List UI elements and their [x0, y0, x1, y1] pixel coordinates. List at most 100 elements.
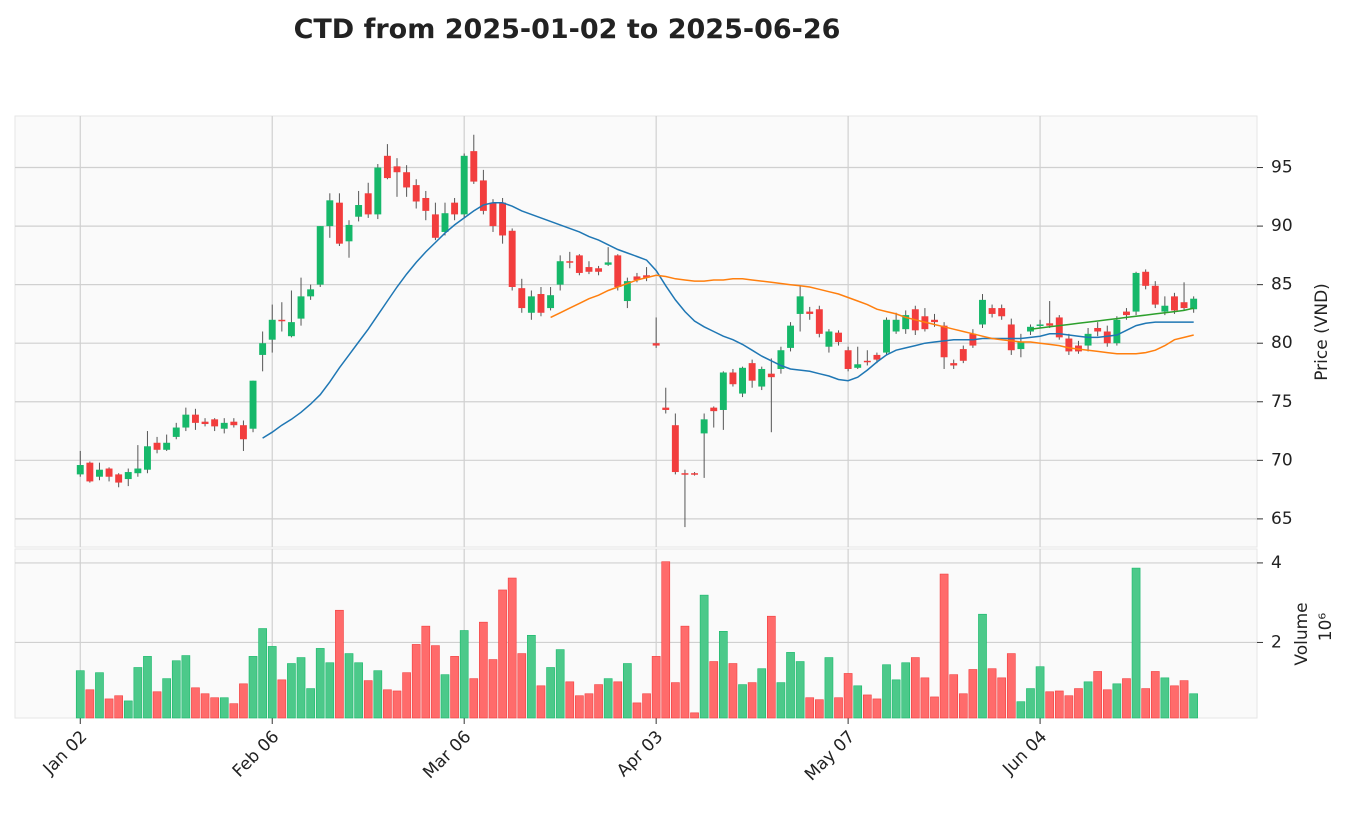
volume-bar — [565, 681, 575, 719]
candle-body — [86, 462, 94, 482]
candle-body — [172, 427, 180, 437]
volume-bar — [498, 589, 507, 719]
volume-bar — [335, 609, 344, 719]
candle-body — [134, 468, 142, 474]
candle-body — [1094, 327, 1102, 332]
volume-bar — [767, 615, 776, 719]
volume-bar — [488, 659, 498, 719]
candle-body — [105, 468, 113, 477]
volume-bar — [181, 655, 191, 719]
volume-bar — [930, 696, 939, 719]
volume-bar — [373, 670, 383, 719]
volume-bar — [479, 621, 488, 719]
volume-bar — [200, 693, 210, 719]
volume-bar — [75, 670, 85, 719]
volume-bar — [1189, 693, 1198, 719]
candle-body — [259, 343, 267, 355]
candle-body — [892, 319, 900, 332]
candle-body — [988, 308, 996, 314]
candle-body — [585, 267, 593, 272]
candle-body — [422, 197, 430, 211]
volume-bar — [632, 702, 642, 719]
candle-body — [1132, 272, 1140, 312]
volume-bar — [699, 594, 709, 719]
candle-body — [249, 380, 257, 429]
ma-line — [550, 274, 1194, 355]
volume-bar — [834, 697, 843, 719]
ma-line — [262, 201, 1194, 439]
volume-bar — [507, 577, 517, 719]
candle-body — [1036, 324, 1044, 326]
candle-body — [403, 172, 411, 188]
candle-body — [182, 414, 190, 428]
volume-bar — [920, 677, 930, 719]
candle-body — [739, 367, 746, 394]
volume-bar — [536, 685, 546, 719]
volume-bar — [104, 698, 114, 719]
volume-bar — [1112, 683, 1122, 719]
candle-body — [700, 419, 708, 434]
volume-bar — [363, 680, 373, 719]
candle-body — [230, 421, 238, 426]
volume-bar — [1064, 695, 1074, 719]
candle-body — [460, 155, 468, 215]
volume-bar — [546, 667, 555, 719]
volume-bar — [459, 630, 469, 719]
volume-bar — [651, 656, 661, 719]
volume-bar — [85, 689, 95, 719]
candle-body — [652, 343, 660, 346]
candle-body — [729, 372, 737, 385]
volume-bar — [603, 678, 613, 719]
volume-bar — [1016, 701, 1026, 719]
volume-bar — [191, 687, 200, 719]
volume-multiplier: 10⁶ — [1316, 613, 1336, 642]
volume-bar — [210, 697, 219, 719]
volume-bar — [757, 668, 767, 719]
volume-bar — [747, 682, 757, 719]
candle-body — [115, 474, 123, 483]
candle-body — [623, 281, 631, 302]
candle-body — [604, 262, 612, 265]
candle-body — [1190, 298, 1198, 310]
volume-bar — [997, 677, 1007, 719]
volume-bar — [287, 663, 296, 719]
volume-bar — [306, 688, 315, 719]
candle-body — [143, 446, 151, 470]
volume-bar — [143, 656, 152, 719]
candle-body — [873, 354, 881, 360]
y-tick-label: 70 — [1271, 450, 1293, 470]
volume-bar — [219, 697, 229, 719]
candle-body — [412, 185, 420, 202]
volume-bar — [1150, 671, 1160, 719]
candle-body — [355, 205, 363, 217]
candle-body — [815, 309, 823, 334]
candle-body — [508, 230, 516, 287]
volume-bar — [421, 625, 431, 719]
volume-bar — [1160, 677, 1170, 719]
candle-body — [326, 200, 334, 227]
volume-bar — [555, 649, 565, 719]
y-axis-label: Price (VND) — [1312, 283, 1332, 381]
candle-body — [211, 419, 219, 427]
volume-bar — [344, 653, 354, 719]
y-tick-label: 80 — [1271, 333, 1293, 353]
volume-bar — [296, 657, 306, 719]
volume-bar — [814, 699, 824, 719]
volume-bar — [978, 613, 987, 719]
volume-bar — [575, 695, 584, 719]
volume-axis-label: Volume — [1292, 602, 1312, 665]
candle-body — [959, 349, 967, 361]
candle-body — [489, 202, 497, 227]
candle-body — [1065, 338, 1073, 352]
volume-bar — [315, 648, 325, 719]
volume-bar — [383, 689, 392, 719]
candle-body — [441, 213, 449, 232]
candle-body — [374, 167, 382, 215]
volume-bar — [728, 663, 738, 719]
volume-bar — [354, 662, 363, 719]
volume-panel — [14, 548, 1258, 719]
candle-body — [499, 202, 507, 236]
volume-bar — [258, 628, 267, 719]
candle-body — [777, 350, 785, 369]
candle-body — [806, 311, 814, 314]
